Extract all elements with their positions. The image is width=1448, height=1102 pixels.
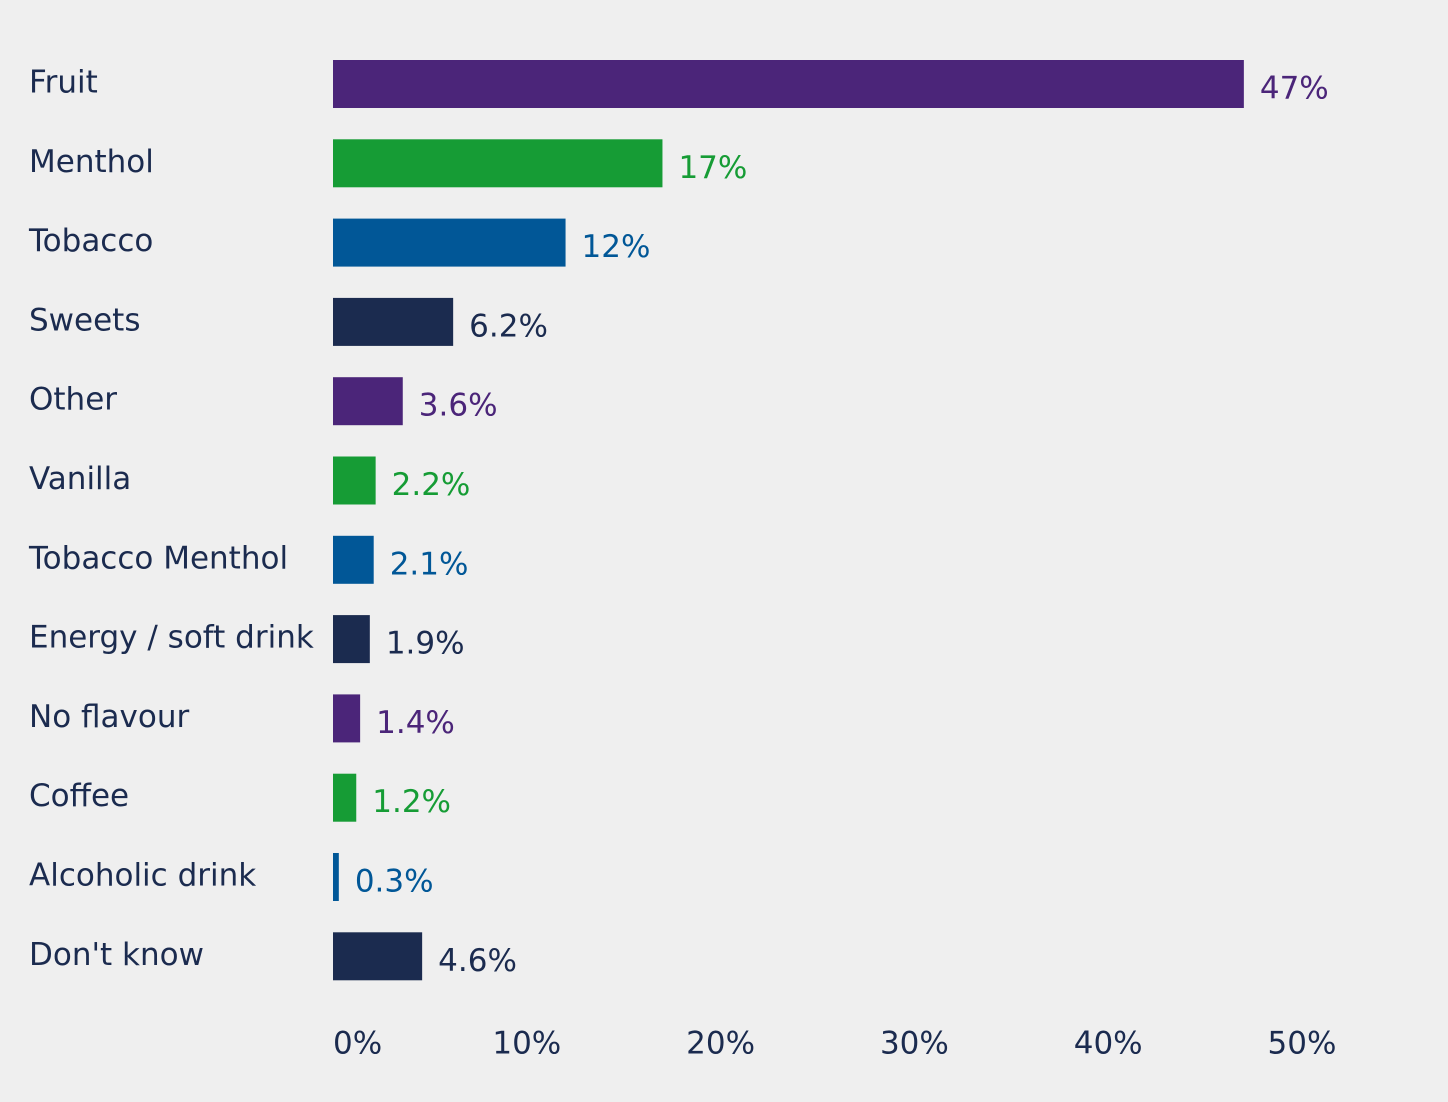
value-label-alcoholic-drink: 0.3% [355, 864, 434, 900]
x-tick-label-0: 0% [333, 1026, 382, 1062]
bar-other [333, 377, 403, 426]
bar-menthol [333, 139, 663, 188]
value-label-don-t-know: 4.6% [438, 943, 517, 979]
x-tick-label-20: 20% [686, 1026, 755, 1062]
x-tick-label-30: 30% [880, 1026, 949, 1062]
bars [333, 60, 1244, 981]
category-label-tobacco: Tobacco [28, 223, 153, 259]
value-label-vanilla: 2.2% [392, 467, 471, 503]
x-tick-label-10: 10% [492, 1026, 561, 1062]
bar-energy-soft-drink [333, 615, 370, 664]
category-label-other: Other [29, 382, 117, 418]
bar-no-flavour [333, 694, 361, 743]
bar-tobacco-menthol [333, 535, 374, 584]
value-label-sweets: 6.2% [469, 308, 548, 344]
bar-fruit [333, 60, 1244, 108]
value-label-no-flavour: 1.4% [376, 705, 455, 741]
value-label-tobacco-menthol: 2.1% [390, 546, 469, 582]
category-label-no-flavour: No flavour [29, 699, 189, 735]
value-label-fruit: 47% [1260, 71, 1329, 107]
category-label-don-t-know: Don't know [29, 937, 204, 973]
category-label-alcoholic-drink: Alcoholic drink [29, 858, 256, 894]
x-axis-tick-labels: 0% 10% 20% 30% 40% 50% [333, 1026, 1336, 1062]
category-label-vanilla: Vanilla [29, 461, 131, 497]
bar-coffee [333, 773, 357, 822]
bar-vanilla [333, 456, 376, 505]
bar-sweets [333, 297, 454, 346]
value-label-tobacco: 12% [582, 229, 651, 265]
category-label-tobacco-menthol: Tobacco Menthol [28, 540, 288, 576]
value-label-energy-soft-drink: 1.9% [386, 626, 465, 662]
category-label-fruit: Fruit [29, 65, 98, 101]
bar-tobacco [333, 218, 566, 267]
category-label-coffee: Coffee [29, 778, 129, 814]
x-tick-label-40: 40% [1074, 1026, 1143, 1062]
category-label-sweets: Sweets [29, 302, 140, 338]
value-label-coffee: 1.2% [372, 784, 451, 820]
value-labels: 47% 17% 12% 6.2% 3.6% 2.2% 2.1% 1.9% 1.4% 1.2% 0.3… [355, 71, 1329, 979]
bar-alcoholic-drink [333, 853, 339, 901]
x-tick-label-50: 50% [1268, 1026, 1337, 1062]
category-label-energy-soft-drink: Energy / soft drink [29, 620, 314, 656]
category-labels: Fruit Menthol Tobacco Sweets Other Vanilla Tob… [28, 65, 314, 973]
category-label-menthol: Menthol [29, 144, 154, 180]
value-label-menthol: 17% [678, 150, 747, 186]
value-label-other: 3.6% [419, 388, 498, 424]
bar-don-t-know [333, 932, 423, 981]
